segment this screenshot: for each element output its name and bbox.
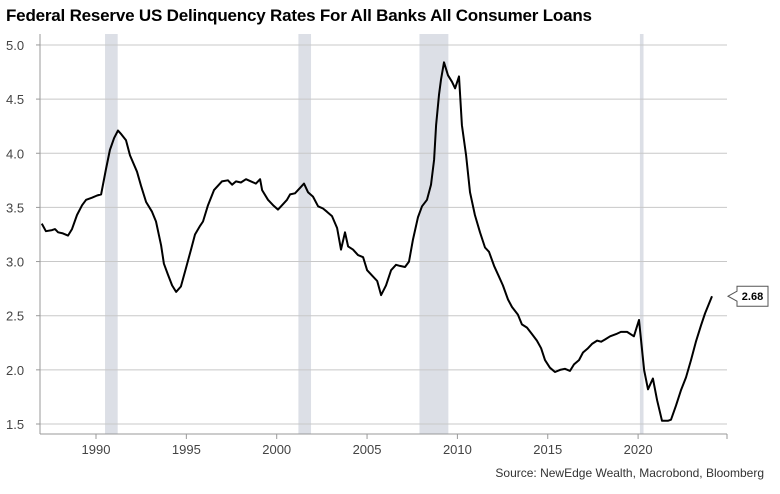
y-tick-label: 1.5 <box>6 417 24 432</box>
x-tick-label: 2020 <box>624 442 653 457</box>
recession-band <box>639 34 644 434</box>
series-line <box>40 61 713 422</box>
x-tick-label: 1990 <box>82 442 111 457</box>
y-tick-label: 2.0 <box>6 363 24 378</box>
last-value-label: 2.68 <box>742 291 763 303</box>
x-tick-label: 1995 <box>172 442 201 457</box>
x-tick-label: 2005 <box>353 442 382 457</box>
x-tick-label: 2000 <box>262 442 291 457</box>
recession-band <box>419 34 449 434</box>
y-tick-label: 4.5 <box>6 92 24 107</box>
y-tick-label: 3.5 <box>6 200 24 215</box>
y-tick-label: 4.0 <box>6 146 24 161</box>
source-note: Source: NewEdge Wealth, Macrobond, Bloom… <box>495 466 764 480</box>
y-tick-label: 2.5 <box>6 309 24 324</box>
recession-band <box>298 34 312 434</box>
last-value-callout <box>726 285 769 307</box>
recession-band <box>105 34 118 434</box>
y-tick-label: 5.0 <box>6 38 24 53</box>
x-tick-label: 2015 <box>533 442 562 457</box>
chart-title: Federal Reserve US Delinquency Rates For… <box>6 6 592 25</box>
y-tick-label: 3.0 <box>6 255 24 270</box>
x-tick-label: 2010 <box>443 442 472 457</box>
